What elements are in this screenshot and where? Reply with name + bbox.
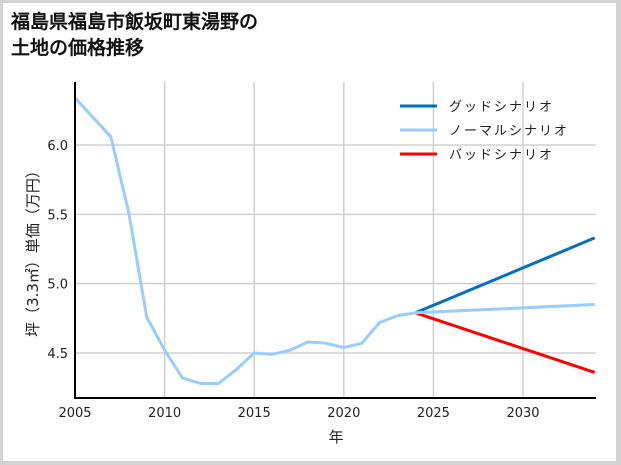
axes (74, 82, 596, 399)
data-lines (73, 96, 596, 385)
x-tick-label: 2025 (417, 406, 450, 421)
x-axis-label: 年 (328, 428, 343, 446)
y-tick-label: 4.5 (47, 347, 68, 362)
series-line (73, 96, 595, 385)
series-line (414, 236, 596, 315)
grid-lines (75, 82, 596, 398)
legend-label: グッドシナリオ (449, 100, 554, 115)
chart-card (3, 3, 616, 461)
title-line-2: 土地の価格推移 (11, 37, 145, 59)
x-tick-label: 2010 (148, 406, 181, 421)
x-tick-label: 2020 (327, 406, 360, 421)
legend-label: バッドシナリオ (449, 148, 554, 163)
y-tick-label: 5.5 (47, 208, 68, 223)
y-axis-label: 坪（3.3㎡）単価（万円） (24, 163, 42, 337)
y-tick-label: 5.0 (47, 278, 68, 293)
title-line-1: 福島県福島市飯坂町東湯野の (11, 11, 259, 33)
x-tick-label: 2015 (238, 406, 271, 421)
series-line (415, 311, 596, 374)
tick-labels: 2005 2010 2015 2020 2025 2030 4.5 5.0 5.5 6.0 (47, 139, 539, 421)
chart-title: 福島県福島市飯坂町東湯野の 土地の価格推移 (11, 9, 258, 61)
legend-label: ノーマルシナリオ (449, 124, 569, 139)
x-tick-label: 2030 (506, 406, 539, 421)
y-tick-label: 6.0 (47, 139, 68, 154)
x-tick-label: 2005 (58, 406, 91, 421)
